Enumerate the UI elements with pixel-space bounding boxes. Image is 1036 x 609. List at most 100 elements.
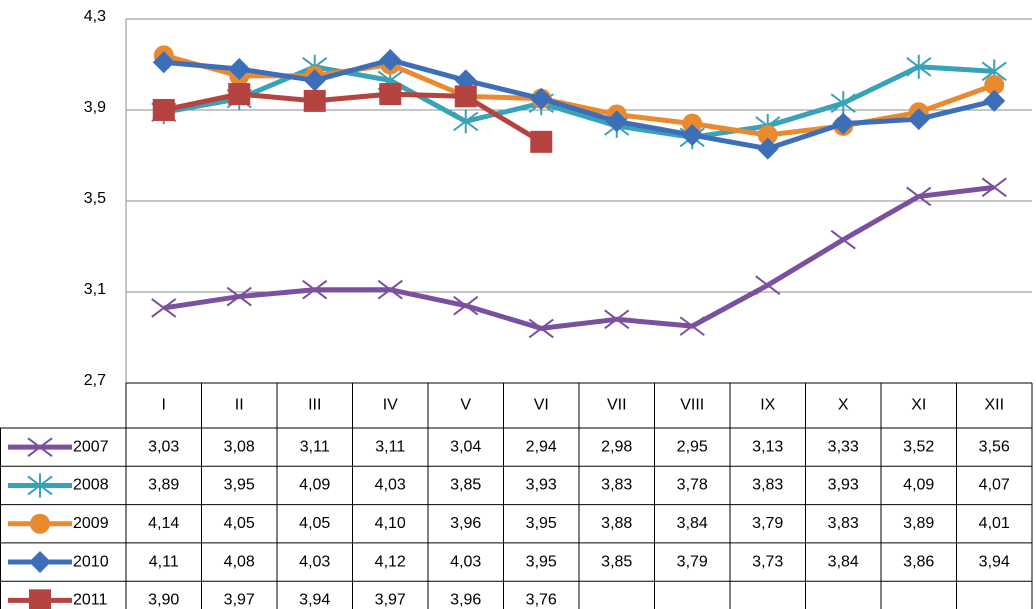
table-value: 3,04 [450, 438, 481, 455]
table-value: 3,90 [148, 592, 179, 609]
x-tick-label: IV [383, 397, 398, 414]
legend-label: 2010 [73, 553, 109, 570]
table-value: 3,96 [450, 515, 481, 532]
point [604, 309, 630, 330]
table-value: 3,97 [224, 592, 255, 609]
table-value: 3,84 [828, 553, 859, 570]
x-tick-label: X [838, 397, 849, 414]
point [528, 318, 554, 339]
x-tick-label: XI [911, 397, 926, 414]
legend-marker [30, 513, 50, 534]
table-value: 2,95 [677, 438, 708, 455]
legend-marker [27, 437, 53, 457]
point [303, 69, 326, 92]
table-value: 3,89 [903, 515, 934, 532]
point [682, 113, 703, 134]
table-value: 3,97 [375, 592, 406, 609]
table-value: 4,07 [979, 477, 1010, 494]
series-line [163, 91, 543, 144]
point [453, 295, 479, 316]
legend-label: 2011 [73, 592, 108, 609]
point [757, 125, 778, 146]
table-value: 4,10 [375, 515, 406, 532]
y-tick-label: 4,3 [84, 8, 106, 25]
table-value: 3,79 [752, 515, 783, 532]
point [830, 229, 856, 250]
point [530, 87, 553, 110]
table-value: 4,08 [224, 553, 255, 570]
point [755, 275, 781, 295]
point [906, 54, 932, 79]
legend-marker [29, 589, 51, 609]
y-tick-label: 3,1 [84, 281, 106, 298]
table-value: 2,94 [526, 438, 557, 455]
series-line [163, 184, 995, 331]
legend-label: 2008 [73, 477, 109, 494]
x-tick-label: IX [760, 397, 775, 414]
table-value: 3,83 [601, 477, 632, 494]
point [830, 91, 856, 116]
table-value: 4,09 [903, 477, 934, 494]
table-value: 3,95 [224, 477, 255, 494]
table-value: 4,01 [979, 515, 1010, 532]
table-value: 4,05 [299, 515, 330, 532]
table-value: 3,85 [450, 477, 481, 494]
point [303, 89, 326, 112]
table-value: 3,83 [752, 477, 783, 494]
series-line [163, 64, 995, 140]
table-value: 2,98 [601, 438, 632, 455]
legend-label: 2007 [73, 438, 109, 455]
table-value: 3,85 [601, 553, 632, 570]
x-tick-label: I [162, 397, 166, 414]
y-tick-label: 3,9 [84, 99, 106, 116]
point [228, 58, 251, 81]
point [679, 316, 705, 336]
point [681, 124, 704, 147]
x-tick-label: II [235, 397, 244, 414]
point [832, 112, 855, 135]
point [907, 108, 930, 131]
point [152, 99, 175, 121]
table-value: 3,33 [828, 438, 859, 455]
table-value: 3,79 [677, 553, 708, 570]
table-value: 4,03 [450, 553, 481, 570]
table-value: 3,89 [148, 477, 179, 494]
table-value: 3,56 [979, 438, 1010, 455]
table-value: 4,11 [149, 553, 179, 570]
table-value: 3,11 [375, 438, 405, 455]
table-value: 3,03 [148, 438, 179, 455]
point [453, 109, 479, 134]
point [906, 186, 932, 207]
point [756, 137, 779, 160]
y-tick-label: 2,7 [84, 372, 106, 389]
table-value: 3,95 [526, 515, 557, 532]
y-tick-label: 3,5 [84, 190, 106, 207]
point [454, 85, 477, 108]
legend-label: 2009 [73, 515, 109, 532]
table-value: 3,93 [526, 477, 557, 494]
table-value: 3,52 [903, 438, 934, 455]
table-value: 4,12 [375, 553, 406, 570]
point [151, 298, 177, 318]
table-value: 4,03 [375, 477, 406, 494]
table-value: 3,94 [979, 553, 1010, 570]
table-value: 4,09 [299, 477, 330, 494]
point [605, 110, 628, 133]
table-value: 3,86 [903, 553, 934, 570]
table-value: 3,76 [526, 592, 557, 609]
point [302, 279, 328, 300]
point [984, 74, 1005, 95]
point [379, 83, 402, 106]
point [983, 89, 1006, 112]
point [152, 51, 175, 74]
legend-marker [27, 473, 53, 498]
point [379, 48, 402, 71]
point [226, 286, 252, 307]
table-value: 3,83 [828, 515, 859, 532]
x-tick-label: VII [607, 397, 627, 414]
table-value: 3,84 [677, 515, 708, 532]
series-line [163, 57, 995, 152]
x-tick-label: III [308, 397, 321, 414]
table-value: 3,08 [224, 438, 255, 455]
legend-marker [29, 551, 51, 574]
